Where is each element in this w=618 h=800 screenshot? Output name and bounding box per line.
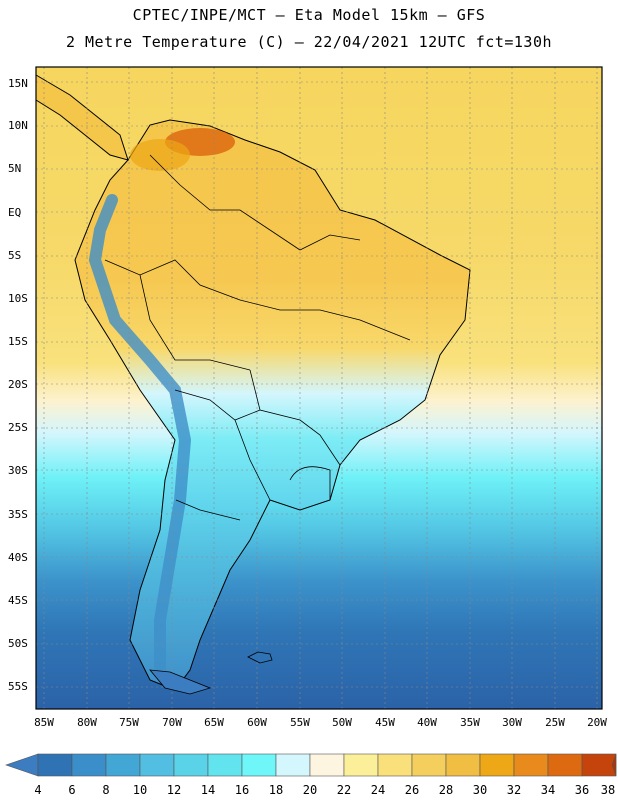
lon-label: 80W xyxy=(77,716,97,729)
lon-label: 60W xyxy=(247,716,267,729)
lon-label: 20W xyxy=(587,716,607,729)
colorbar-label: 8 xyxy=(102,783,110,797)
lat-label: 15S xyxy=(8,335,28,348)
colorbar-label: 28 xyxy=(438,783,454,797)
colorbar-label: 36 xyxy=(574,783,590,797)
title-line-1: CPTEC/INPE/MCT – Eta Model 15km – GFS xyxy=(132,6,486,24)
central-america-land xyxy=(35,74,129,161)
colorbar-arrow-low xyxy=(5,753,39,777)
colorbar xyxy=(5,753,617,777)
colorbar-swatch xyxy=(105,753,141,777)
colorbar-swatch xyxy=(275,753,311,777)
lat-label: 40S xyxy=(8,551,28,564)
lon-label: 50W xyxy=(332,716,352,729)
colorbar-swatch xyxy=(581,753,617,777)
colorbar-swatch xyxy=(343,753,379,777)
lat-label: 20S xyxy=(8,378,28,391)
colorbar-label: 4 xyxy=(34,783,42,797)
tierra-del-fuego xyxy=(149,669,212,695)
lat-label: 55S xyxy=(8,680,28,693)
lon-label: 65W xyxy=(204,716,224,729)
colorbar-swatch xyxy=(37,753,73,777)
lat-label: 30S xyxy=(8,464,28,477)
lon-label: 85W xyxy=(34,716,54,729)
title-line-2: 2 Metre Temperature (C) – 22/04/2021 12U… xyxy=(65,33,553,51)
temperature-map xyxy=(35,66,603,710)
lon-label: 45W xyxy=(375,716,395,729)
colorbar-swatch xyxy=(241,753,277,777)
colorbar-label: 22 xyxy=(336,783,352,797)
lon-label: 30W xyxy=(502,716,522,729)
colorbar-label: 18 xyxy=(268,783,284,797)
map-frame xyxy=(35,66,603,710)
lat-label: 50S xyxy=(8,637,28,650)
colorbar-label: 12 xyxy=(166,783,182,797)
lat-label: 10N xyxy=(8,119,28,132)
colorbar-label: 16 xyxy=(234,783,250,797)
colorbar-swatch xyxy=(139,753,175,777)
lat-label: 5S xyxy=(8,249,22,262)
lat-label: 35S xyxy=(8,508,28,521)
lat-label: 10S xyxy=(8,292,28,305)
colorbar-label: 38 xyxy=(600,783,616,797)
colorbar-label: 26 xyxy=(404,783,420,797)
lat-label: 15N xyxy=(8,77,28,90)
colorbar-label: 14 xyxy=(200,783,216,797)
lon-label: 70W xyxy=(162,716,182,729)
colorbar-swatch xyxy=(71,753,107,777)
lon-label: 75W xyxy=(119,716,139,729)
colorbar-label: 34 xyxy=(540,783,556,797)
lat-label: 25S xyxy=(8,421,28,434)
colorbar-swatch xyxy=(547,753,583,777)
colorbar-label: 6 xyxy=(68,783,76,797)
lat-label: 45S xyxy=(8,594,28,607)
colorbar-swatch xyxy=(479,753,515,777)
colorbar-swatch xyxy=(411,753,447,777)
warm-spot-north xyxy=(130,139,190,171)
colorbar-swatch xyxy=(377,753,413,777)
colorbar-swatch xyxy=(173,753,209,777)
lat-label: EQ xyxy=(8,206,22,219)
colorbar-arrow-high xyxy=(611,753,617,777)
lon-label: 25W xyxy=(545,716,565,729)
colorbar-swatch xyxy=(309,753,345,777)
colorbar-swatch xyxy=(513,753,549,777)
lon-label: 55W xyxy=(290,716,310,729)
colorbar-label: 20 xyxy=(302,783,318,797)
country-borders xyxy=(104,154,411,521)
colorbar-swatch xyxy=(445,753,481,777)
colorbar-swatch xyxy=(207,753,243,777)
colorbar-label: 30 xyxy=(472,783,488,797)
colorbar-label: 24 xyxy=(370,783,386,797)
colorbar-label: 10 xyxy=(132,783,148,797)
colorbar-label: 32 xyxy=(506,783,522,797)
lon-label: 35W xyxy=(460,716,480,729)
lon-label: 40W xyxy=(417,716,437,729)
lat-label: 5N xyxy=(8,162,22,175)
falkland-islands xyxy=(247,651,273,664)
